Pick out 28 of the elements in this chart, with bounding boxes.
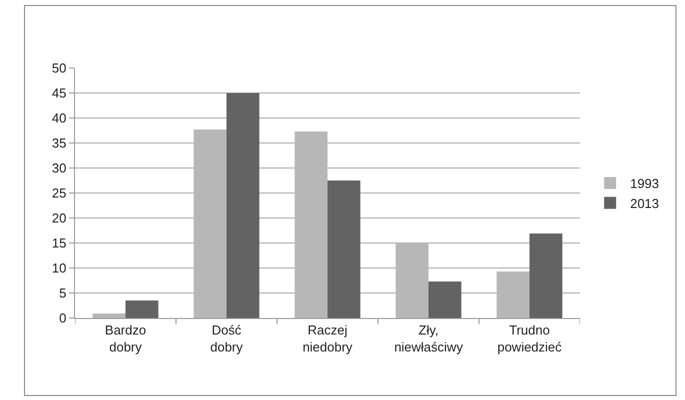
y-tick-label: 30 xyxy=(52,160,66,176)
x-tick-label: Zły, niewłaściwy xyxy=(394,322,464,354)
x-tick-label: Bardzo dobry xyxy=(104,322,146,354)
x-tick-label: Dość dobry xyxy=(210,322,244,354)
y-tick-label: 5 xyxy=(59,286,66,301)
y-tick-label: 0 xyxy=(59,310,66,326)
legend-label: 2013 xyxy=(630,196,660,211)
bar xyxy=(92,314,126,318)
bar xyxy=(396,243,428,318)
bar xyxy=(496,272,530,318)
bar xyxy=(428,282,462,318)
y-tick-label: 50 xyxy=(52,60,66,76)
bar xyxy=(126,300,158,318)
y-tick-label: 20 xyxy=(52,210,66,226)
y-tick-label: 25 xyxy=(52,186,66,201)
bar xyxy=(194,130,226,318)
bar xyxy=(294,132,328,318)
bar xyxy=(328,180,360,318)
x-tick-label: Raczej niedobry xyxy=(302,322,353,354)
y-tick-label: 10 xyxy=(52,260,66,276)
y-tick-label: 40 xyxy=(52,110,66,126)
legend-label: 1993 xyxy=(630,176,660,192)
y-tick-label: 35 xyxy=(52,136,66,151)
y-tick-label: 45 xyxy=(52,86,66,101)
y-tick-label: 15 xyxy=(52,236,66,251)
bar xyxy=(530,234,562,318)
x-tick-label: Trudno powiedzieć xyxy=(497,322,562,354)
bar xyxy=(226,93,260,318)
